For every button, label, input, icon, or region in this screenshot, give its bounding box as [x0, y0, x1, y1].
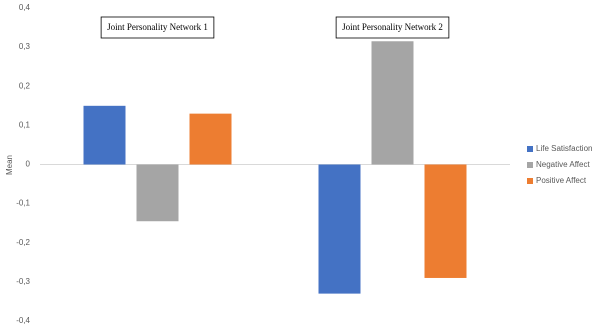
- bar: [83, 105, 126, 165]
- y-tick-label: 0,4: [19, 3, 31, 12]
- bar: [424, 164, 467, 278]
- y-tick-label: -0,2: [16, 238, 30, 247]
- y-tick-label: -0,1: [16, 199, 30, 208]
- bar: [318, 164, 361, 294]
- y-tick-label: -0,3: [16, 277, 30, 286]
- legend-label: Negative Affect: [536, 160, 590, 169]
- legend-label: Life Satisfaction: [536, 144, 592, 153]
- y-axis-label: Mean: [5, 155, 14, 175]
- bar: [371, 41, 414, 165]
- category-label: Joint Personality Network 2: [342, 22, 443, 32]
- y-tick-label: 0,1: [19, 120, 31, 129]
- category-label-box: [100, 16, 215, 39]
- y-tick-label: -0,4: [16, 316, 30, 325]
- category-label-box: [335, 16, 450, 39]
- bar: [189, 113, 232, 165]
- y-tick-label: 0: [26, 160, 31, 169]
- category-label: Joint Personality Network 1: [107, 22, 208, 32]
- y-tick-label: 0,2: [19, 81, 31, 90]
- y-tick-label: 0,3: [19, 42, 31, 51]
- legend-label: Positive Affect: [536, 176, 587, 185]
- legend-swatch: [527, 146, 533, 152]
- bar: [136, 164, 179, 222]
- legend-swatch: [527, 178, 533, 184]
- legend-swatch: [527, 162, 533, 168]
